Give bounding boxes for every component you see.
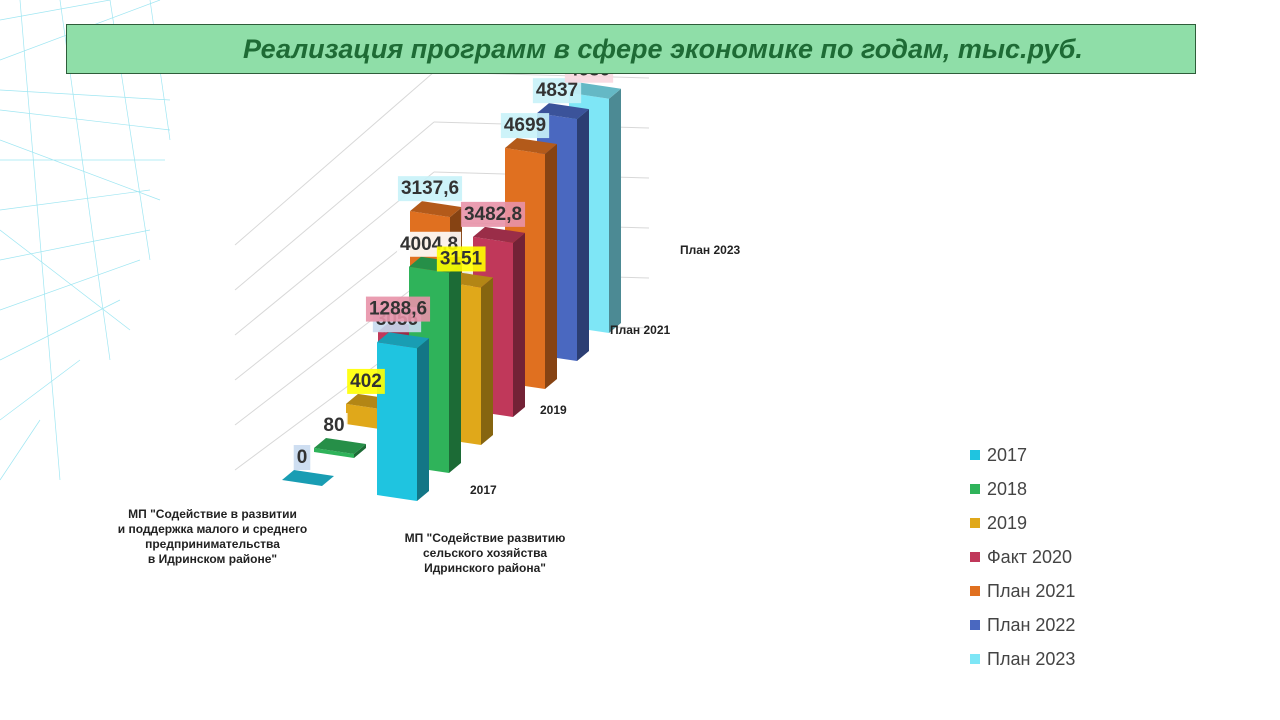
- legend-entry: 2018: [970, 472, 1075, 506]
- bar-top: [377, 332, 429, 349]
- legend-swatch: [970, 620, 980, 630]
- bar-top: [569, 82, 621, 99]
- bar-front: [377, 342, 417, 501]
- chart-title: Реализация программ в сфере экономике по…: [66, 24, 1196, 74]
- bar-side: [449, 262, 461, 473]
- bar-side: [513, 232, 525, 417]
- value-label: 0: [297, 447, 308, 468]
- category-label: МП "Содействие в развитии и поддержка ма…: [117, 507, 308, 566]
- legend-entry: 2017: [970, 438, 1075, 472]
- value-label: 1288,6: [369, 299, 427, 320]
- legend-entry: План 2022: [970, 608, 1075, 642]
- bar-front: [314, 448, 354, 458]
- value-label: 3151: [440, 248, 483, 269]
- legend-label: 2017: [987, 444, 1028, 465]
- legend-entry: План 2021: [970, 574, 1075, 608]
- legend-swatch: [970, 518, 980, 528]
- value-label: 4699: [504, 115, 546, 136]
- legend-entry: 2019: [970, 506, 1075, 540]
- legend-label: План 2023: [987, 648, 1076, 669]
- depth-axis-label: 2017: [470, 483, 497, 497]
- wall-line: [234, 121, 435, 291]
- category-label: МП "Содействие развитию сельского хозяйс…: [404, 531, 566, 575]
- bar-side: [609, 88, 621, 333]
- value-label-bg: [460, 201, 526, 227]
- bar-top: [505, 138, 557, 155]
- value-label-bg: [293, 445, 311, 471]
- value-label: 3482,8: [464, 204, 522, 225]
- legend-label: 2018: [987, 478, 1028, 499]
- value-label-bg: [436, 246, 486, 272]
- legend-swatch: [970, 484, 980, 494]
- bar-top: [314, 438, 366, 454]
- value-label-bg: [397, 176, 463, 202]
- legend-swatch: [970, 450, 980, 460]
- legend-swatch: [970, 586, 980, 596]
- legend-label: 2019: [987, 512, 1028, 533]
- bar-side: [481, 277, 493, 445]
- bar-top: [282, 470, 334, 486]
- bar-front: [346, 403, 386, 430]
- value-label: 3137,6: [401, 178, 459, 199]
- depth-axis-label: План 2021: [610, 323, 671, 337]
- bar-side: [545, 144, 557, 389]
- value-label-bg: [320, 413, 348, 439]
- bar-top: [410, 201, 462, 218]
- depth-axis-label: 2019: [540, 403, 567, 417]
- bar-side: [354, 444, 366, 458]
- depth-axis-label: План 2023: [680, 243, 741, 257]
- bar-top: [537, 103, 589, 120]
- legend: 2017 2018 2019 Факт 2020 План 2021 План 2022 П…: [970, 438, 1075, 676]
- value-label: 4837: [536, 80, 578, 101]
- value-label: 80: [323, 415, 344, 436]
- bar-side: [417, 338, 429, 501]
- value-label-bg: [347, 368, 385, 394]
- value-labels: 03056804004,840231511288,63482,83137,646…: [293, 57, 741, 497]
- legend-label: План 2022: [987, 614, 1076, 635]
- value-label-bg: [500, 113, 550, 139]
- wall-line: [234, 71, 435, 246]
- legend-entry: Факт 2020: [970, 540, 1075, 574]
- bars: [282, 82, 621, 501]
- value-label-bg: [365, 296, 431, 322]
- bar-side: [577, 109, 589, 362]
- bar-top: [473, 226, 525, 243]
- legend-entry: План 2023: [970, 642, 1075, 676]
- legend-swatch: [970, 552, 980, 562]
- value-label: 402: [350, 371, 382, 392]
- legend-label: Факт 2020: [987, 546, 1073, 567]
- legend-swatch: [970, 654, 980, 664]
- legend-label: План 2021: [987, 580, 1076, 601]
